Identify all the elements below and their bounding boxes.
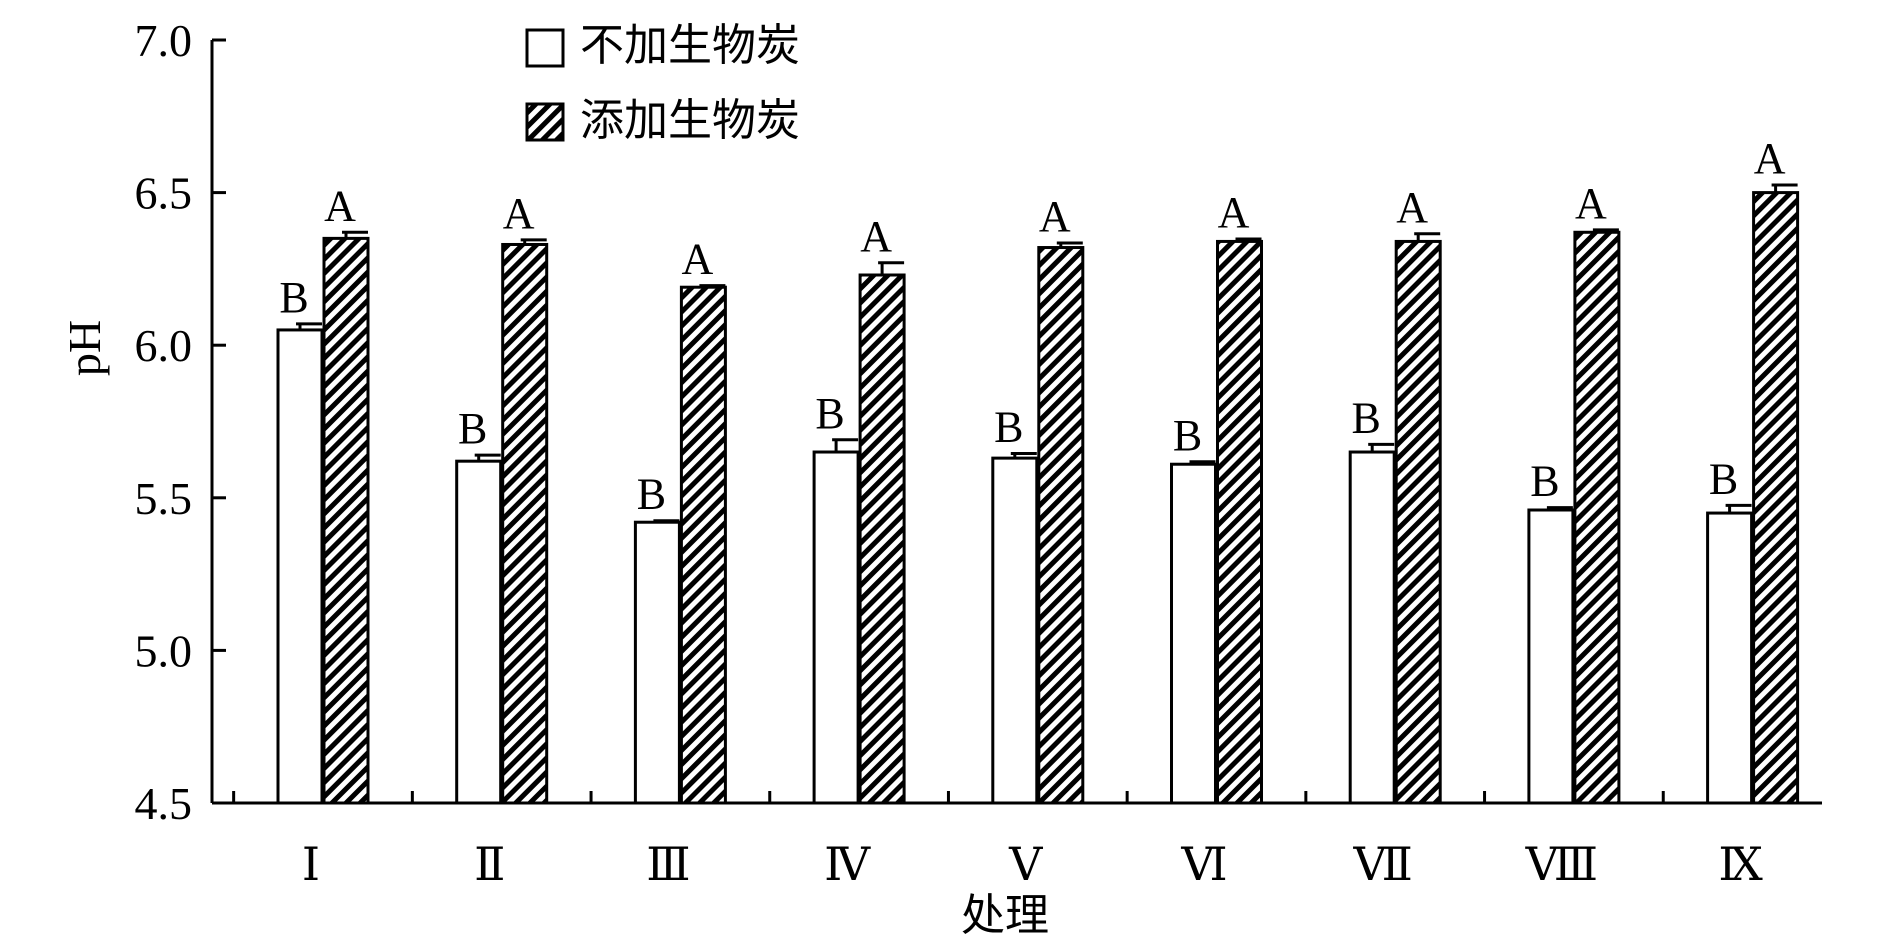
y-tick-label: 6.5	[135, 168, 193, 219]
significance-label: B	[637, 470, 666, 519]
significance-label: A	[860, 212, 892, 261]
significance-label: A	[1754, 134, 1786, 183]
bar-plain	[991, 456, 1039, 805]
bar-plain	[276, 328, 324, 805]
significance-label: A	[1575, 179, 1607, 228]
y-axis-title: pH	[59, 320, 110, 376]
legend-swatch-plain	[525, 28, 565, 68]
bar-plain	[1170, 462, 1217, 805]
x-tick-label: Ⅲ	[646, 839, 690, 890]
x-axis-title: 处理	[961, 890, 1049, 941]
y-tick-label: 5.0	[135, 625, 193, 676]
x-tick-label: Ⅸ	[1718, 839, 1763, 890]
bar-plain	[633, 520, 681, 805]
bar-hatched	[1216, 239, 1263, 805]
x-tick-label: Ⅵ	[1180, 839, 1227, 890]
x-tick-label: Ⅶ	[1353, 839, 1413, 890]
significance-label: B	[1352, 393, 1381, 442]
y-tick-label: 6.0	[135, 320, 193, 371]
significance-label: A	[1396, 183, 1428, 232]
bar-plain	[812, 450, 860, 805]
bar-hatched	[1752, 191, 1800, 805]
bar-hatched	[501, 242, 549, 805]
axes: 4.5 5.0 5.5 6.0 6.5 7.0	[135, 15, 1822, 829]
bar-hatched	[1037, 246, 1085, 805]
y-tick-label: 7.0	[135, 15, 193, 66]
bar-plain	[1706, 511, 1754, 805]
significance-label: A	[1218, 188, 1250, 237]
significance-label: B	[1709, 454, 1738, 503]
significance-label: B	[1173, 411, 1202, 460]
significance-label: B	[279, 273, 308, 322]
bar-hatched	[679, 285, 727, 805]
x-tick-label: Ⅰ	[302, 839, 320, 890]
significance-label: B	[815, 389, 844, 438]
bar-hatched	[1394, 239, 1442, 805]
x-tick-label: Ⅱ	[474, 839, 505, 890]
bar-plain	[455, 459, 503, 805]
x-tick-label: Ⅴ	[1008, 839, 1043, 890]
legend-label-hatched: 添加生物炭	[580, 95, 800, 146]
y-tick-label: 5.5	[135, 473, 193, 524]
x-tick-label: Ⅷ	[1525, 839, 1598, 890]
bar-hatched	[858, 273, 906, 805]
significance-label: A	[503, 189, 535, 238]
significance-label: A	[682, 235, 714, 284]
significance-label: A	[324, 181, 356, 230]
x-tick-label: Ⅳ	[824, 839, 871, 890]
significance-label: B	[994, 403, 1023, 452]
y-tick-label: 4.5	[135, 778, 193, 829]
bars-group	[276, 183, 1800, 805]
significance-label: A	[1039, 192, 1071, 241]
bar-plain	[1348, 450, 1396, 805]
bar-plain	[1527, 508, 1575, 805]
bar-hatched	[1573, 230, 1621, 805]
legend: 不加生物炭 添加生物炭	[525, 20, 800, 146]
significance-label: B	[1530, 457, 1559, 506]
legend-label-plain: 不加生物炭	[580, 20, 800, 71]
legend-swatch-hatched	[525, 102, 565, 142]
bar-hatched	[322, 236, 370, 805]
significance-label: B	[458, 404, 487, 453]
